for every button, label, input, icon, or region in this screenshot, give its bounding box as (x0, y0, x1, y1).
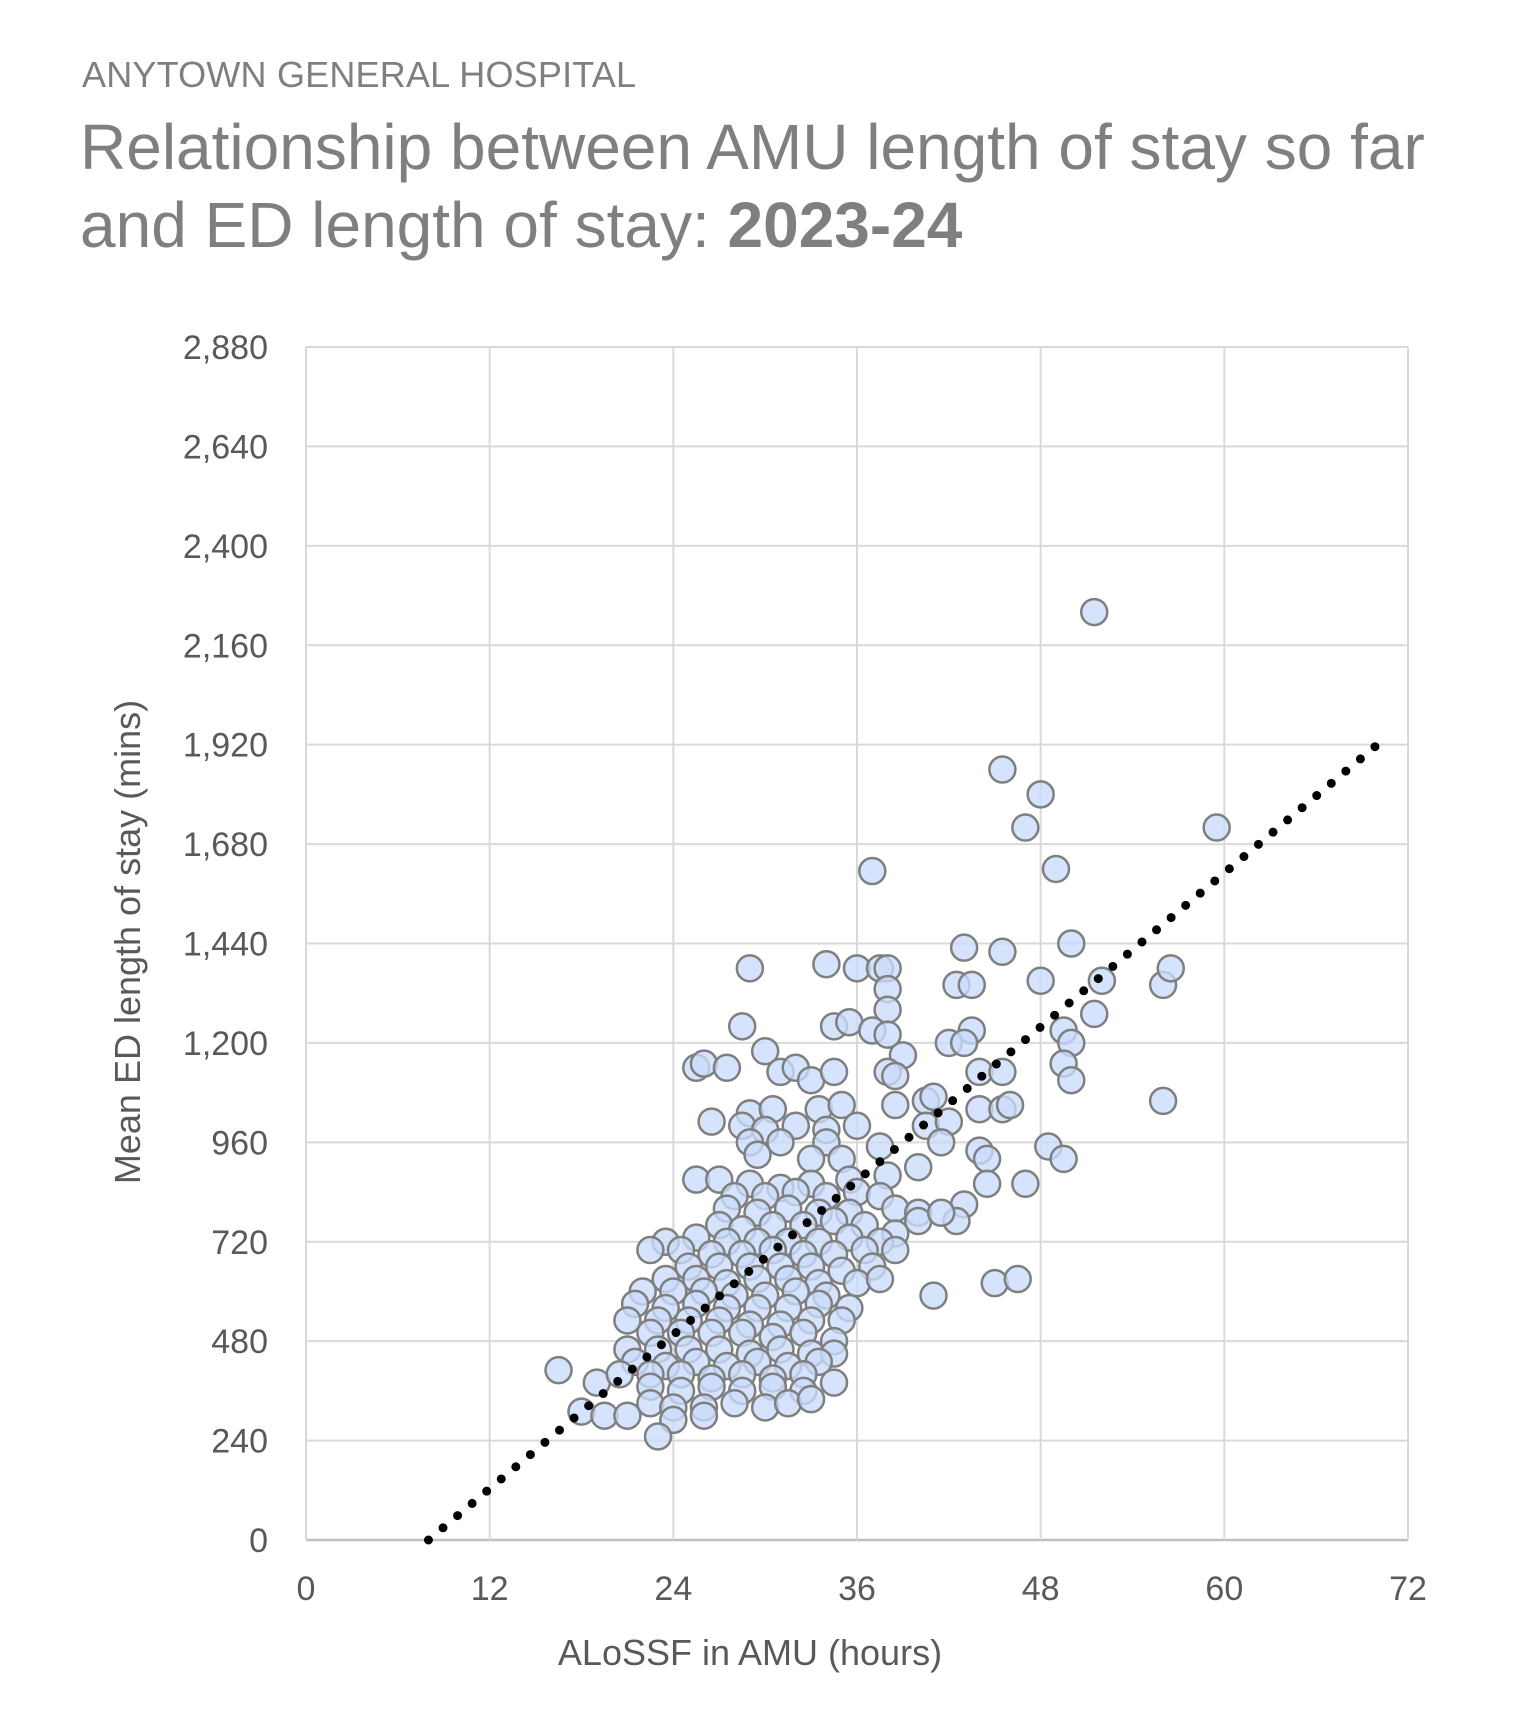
data-point (1003, 1264, 1032, 1294)
data-point (881, 1235, 910, 1265)
y-axis-ticks: 0 240 480 720 960 1,200 1,440 1,680 1,920 2,160 2,… (183, 329, 268, 1560)
data-point (881, 1061, 910, 1091)
y-tick-label: 2,160 (183, 627, 268, 665)
data-point (750, 1036, 780, 1066)
data-point (827, 1090, 856, 1120)
data-point (605, 1360, 635, 1389)
data-point (1057, 929, 1086, 958)
chart-title-main: Relationship between AMU length of stay … (80, 111, 1425, 261)
data-point (689, 1049, 719, 1078)
data-point (957, 970, 987, 1000)
data-point (689, 1401, 719, 1430)
data-point (796, 1144, 826, 1174)
data-point (873, 1020, 902, 1049)
data-points (544, 597, 1231, 1451)
y-axis-label: Mean ED length of stay (mins) (107, 700, 148, 1184)
data-point (842, 1268, 872, 1298)
data-point (1011, 813, 1040, 842)
chart-title-period: 2023-24 (727, 189, 963, 261)
data-point (865, 1132, 895, 1161)
data-point (636, 1235, 665, 1265)
data-point (919, 1082, 948, 1112)
data-point (750, 1393, 780, 1422)
y-tick-label: 960 (211, 1124, 268, 1162)
data-point (1079, 999, 1109, 1029)
y-tick-label: 1,920 (183, 727, 268, 765)
x-tick-label: 60 (1205, 1570, 1243, 1608)
data-point (712, 1053, 742, 1083)
data-point (903, 1152, 933, 1182)
data-point (1011, 1169, 1040, 1199)
data-point (988, 937, 1017, 967)
x-axis-ticks: 0 12 24 36 48 60 72 (297, 1570, 1427, 1608)
y-tick-label: 1,440 (183, 926, 268, 964)
trendline-dotted (423, 740, 1382, 1545)
data-point (1148, 1086, 1178, 1116)
data-point (980, 1268, 1009, 1298)
data-point (636, 1389, 665, 1418)
data-point (881, 1194, 910, 1223)
x-tick-label: 0 (297, 1570, 316, 1608)
data-point (1049, 1144, 1078, 1174)
data-point (796, 1384, 826, 1414)
data-point (766, 1128, 795, 1157)
y-tick-label: 2,640 (183, 428, 268, 466)
y-tick-label: 1,200 (183, 1025, 268, 1063)
data-point (926, 1198, 956, 1228)
data-point (988, 755, 1017, 784)
grid-lines (305, 346, 1409, 1542)
y-tick-label: 720 (211, 1224, 268, 1262)
x-axis-label: ALoSSF in AMU (hours) (558, 1632, 942, 1673)
data-point (972, 1169, 1002, 1199)
data-point (1079, 597, 1109, 627)
y-tick-label: 1,680 (183, 826, 268, 864)
data-point (613, 1401, 642, 1430)
x-tick-label: 24 (654, 1570, 692, 1608)
data-point (995, 1090, 1025, 1120)
data-point (881, 1090, 910, 1120)
data-point (773, 1389, 803, 1418)
data-point (697, 1107, 726, 1136)
y-tick-label: 2,400 (183, 528, 268, 566)
data-point (1202, 813, 1231, 842)
data-point (1156, 954, 1186, 983)
data-point (949, 933, 979, 962)
data-point (865, 1264, 895, 1294)
data-point (926, 1128, 956, 1157)
organization-label: ANYTOWN GENERAL HOSPITAL (82, 54, 637, 95)
data-point (544, 1355, 573, 1385)
data-point (819, 1057, 849, 1087)
data-point (743, 1140, 772, 1170)
x-tick-label: 36 (838, 1570, 876, 1608)
x-tick-label: 48 (1022, 1570, 1060, 1608)
chart-title: Relationship between AMU length of stay … (80, 108, 1480, 264)
y-tick-label: 2,880 (183, 329, 268, 367)
data-point (812, 949, 841, 979)
x-tick-label: 12 (471, 1570, 509, 1608)
data-point (720, 1389, 749, 1418)
data-point (1026, 966, 1055, 996)
x-tick-label: 72 (1389, 1570, 1427, 1608)
data-point (735, 954, 765, 983)
data-point (1026, 780, 1055, 809)
data-point (949, 1028, 979, 1058)
trendline (423, 740, 1382, 1545)
y-tick-label: 0 (249, 1522, 268, 1560)
data-point (819, 1368, 849, 1397)
data-point (727, 1012, 757, 1041)
data-point (972, 1144, 1002, 1174)
y-tick-label: 240 (211, 1423, 268, 1461)
data-point (1057, 1065, 1086, 1095)
y-tick-label: 480 (211, 1323, 268, 1361)
data-point (1041, 854, 1071, 884)
data-point (613, 1306, 642, 1335)
data-point (919, 1281, 948, 1310)
data-point (842, 1111, 872, 1141)
data-point (643, 1422, 673, 1451)
data-point (858, 856, 887, 886)
